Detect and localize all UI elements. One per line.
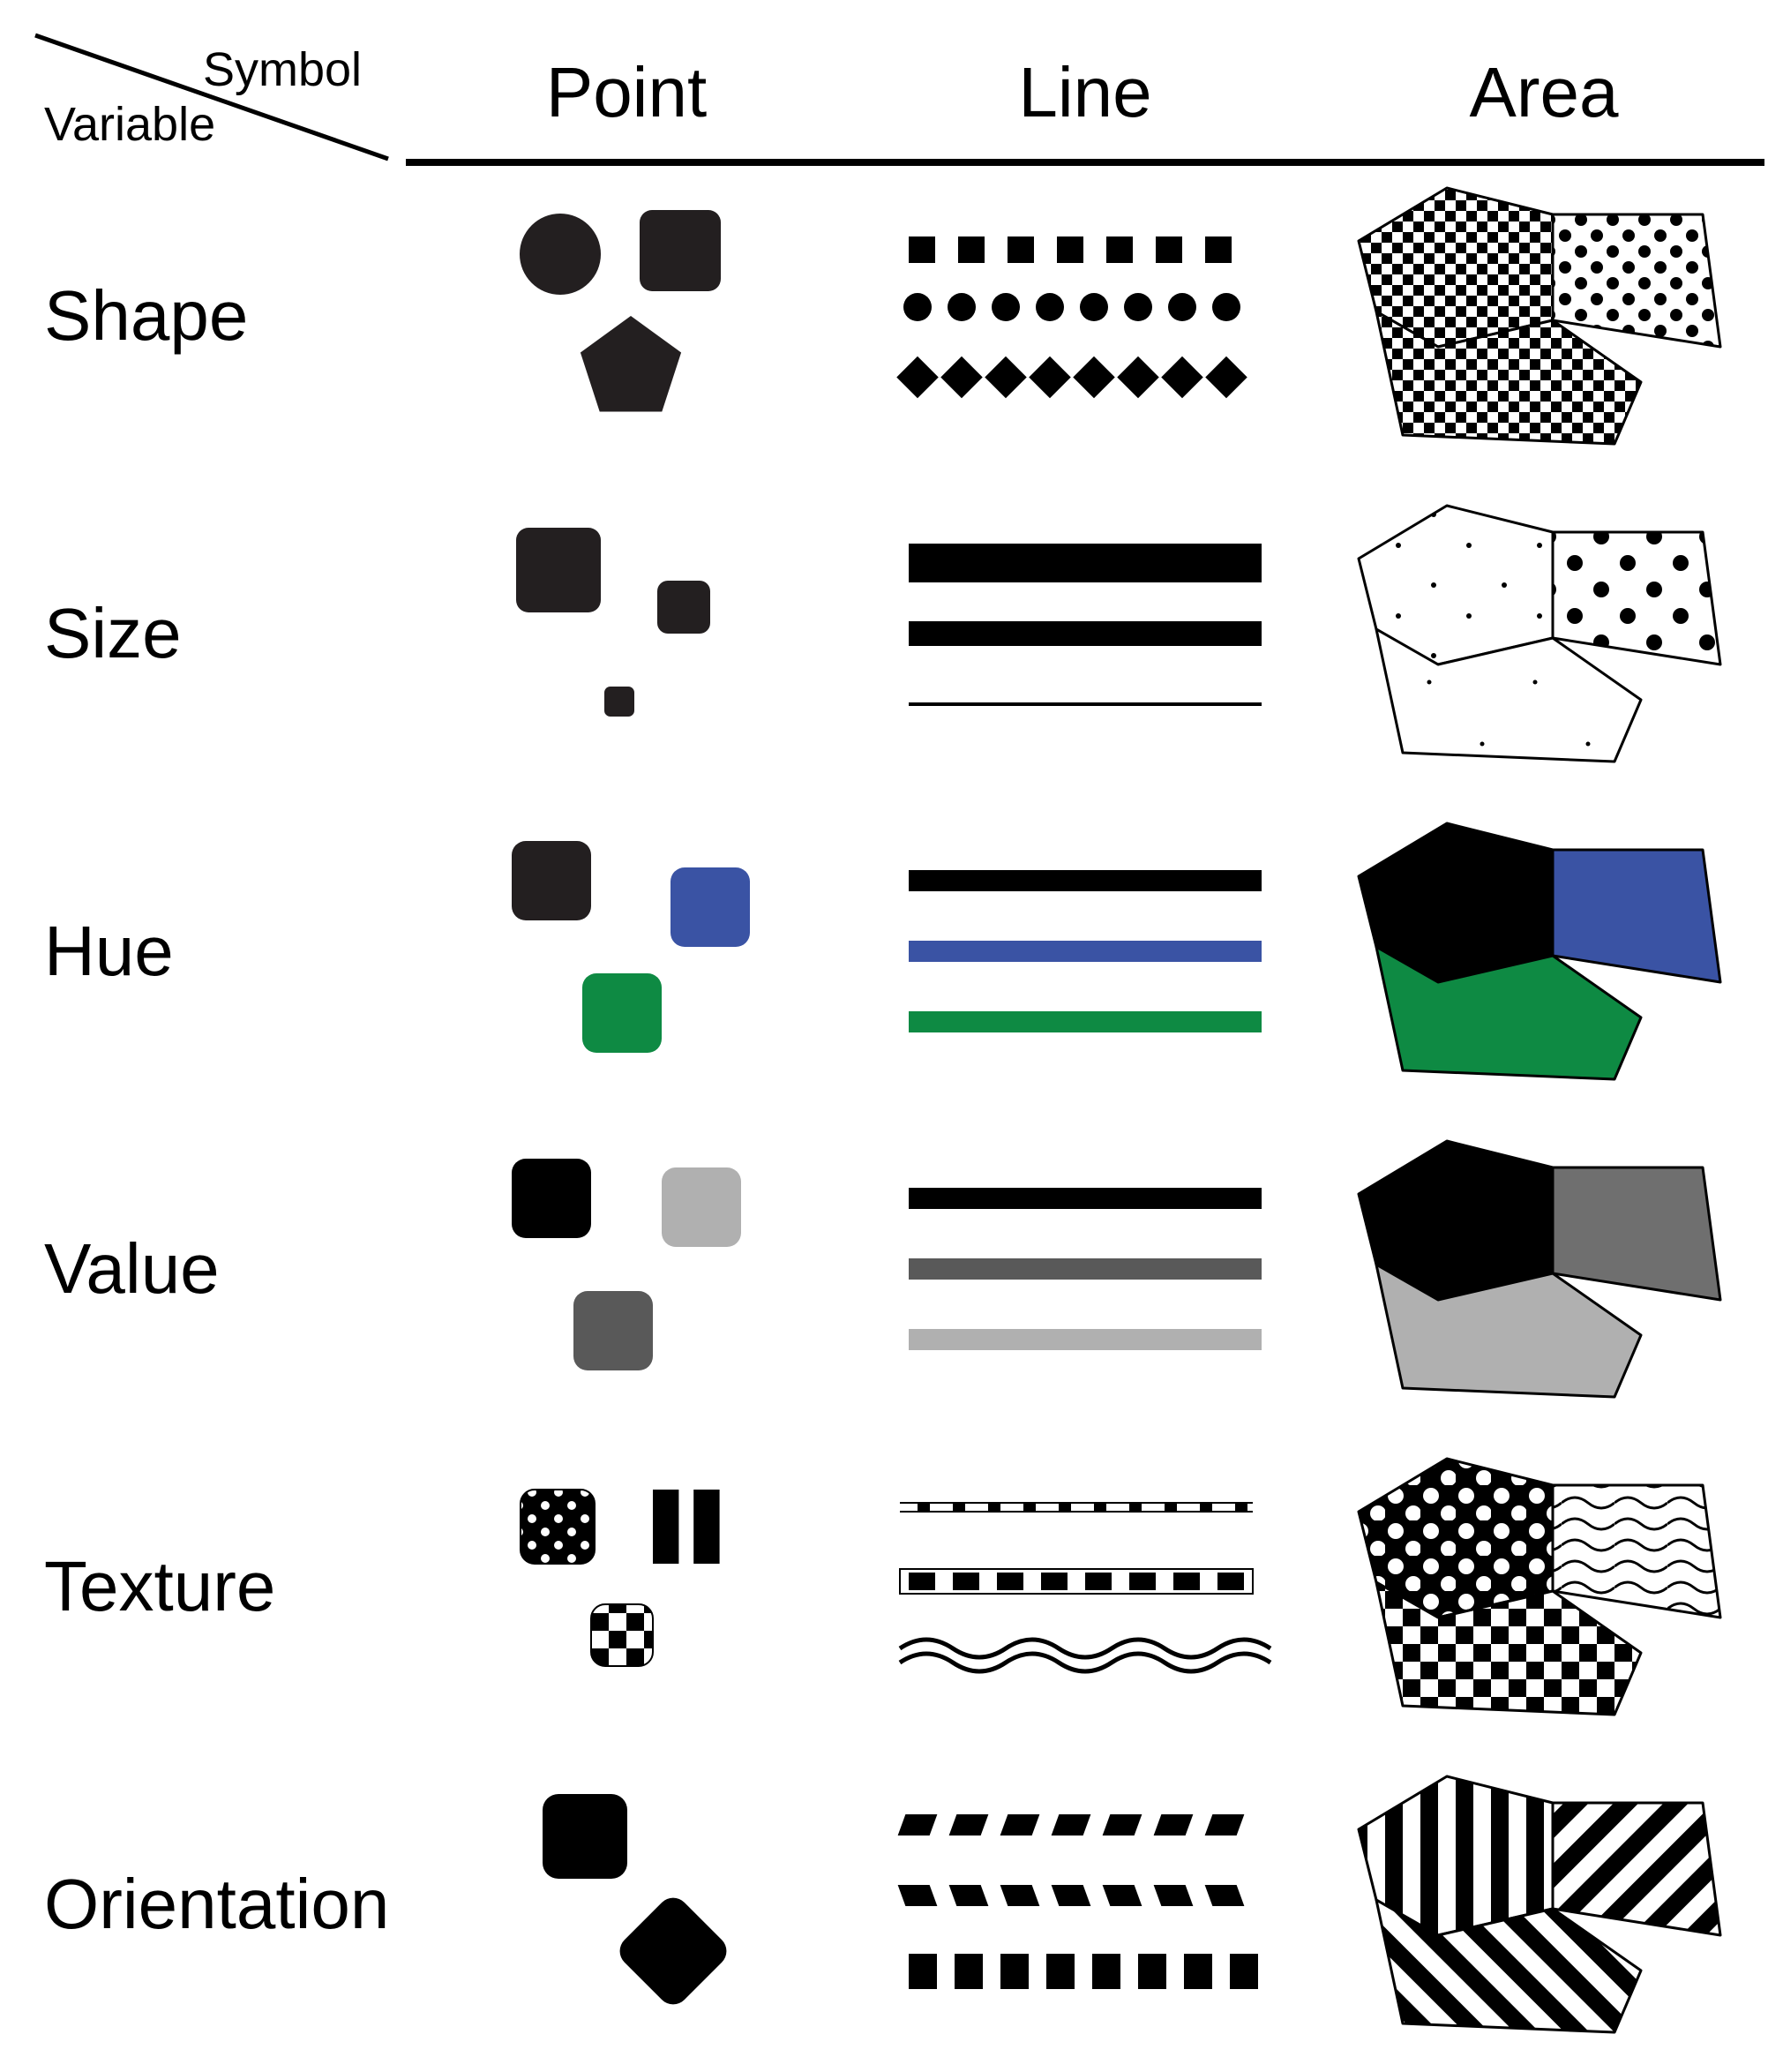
cell-texture-point — [406, 1454, 847, 1719]
cell-size-point — [406, 501, 847, 766]
row-label-value: Value — [35, 1228, 388, 1310]
cell-shape-line — [865, 184, 1306, 448]
cell-texture-area — [1323, 1454, 1764, 1719]
cell-hue-line — [865, 819, 1306, 1084]
header-corner: SymbolVariable — [35, 35, 388, 159]
row-label-orientation: Orientation — [35, 1864, 388, 1945]
cell-value-area — [1323, 1137, 1764, 1401]
cell-hue-point — [406, 819, 847, 1084]
cell-size-area — [1323, 501, 1764, 766]
corner-symbol-label: Symbol — [203, 42, 362, 97]
cell-shape-area — [1323, 184, 1764, 448]
cell-shape-point — [406, 184, 847, 448]
cell-orientation-area — [1323, 1772, 1764, 2037]
cell-orientation-point — [406, 1772, 847, 2037]
cell-value-line — [865, 1137, 1306, 1401]
row-label-size: Size — [35, 593, 388, 674]
cell-size-line — [865, 501, 1306, 766]
cell-value-point — [406, 1137, 847, 1401]
column-header-point: Point — [406, 52, 847, 142]
row-label-hue: Hue — [35, 911, 388, 992]
cell-texture-line — [865, 1454, 1306, 1719]
corner-variable-label: Variable — [44, 97, 215, 152]
column-header-line: Line — [865, 52, 1306, 142]
row-label-shape: Shape — [35, 275, 388, 357]
column-header-area: Area — [1323, 52, 1764, 142]
cell-hue-area — [1323, 819, 1764, 1084]
row-label-texture: Texture — [35, 1546, 388, 1627]
header-rule — [406, 159, 1764, 166]
cell-orientation-line — [865, 1772, 1306, 2037]
